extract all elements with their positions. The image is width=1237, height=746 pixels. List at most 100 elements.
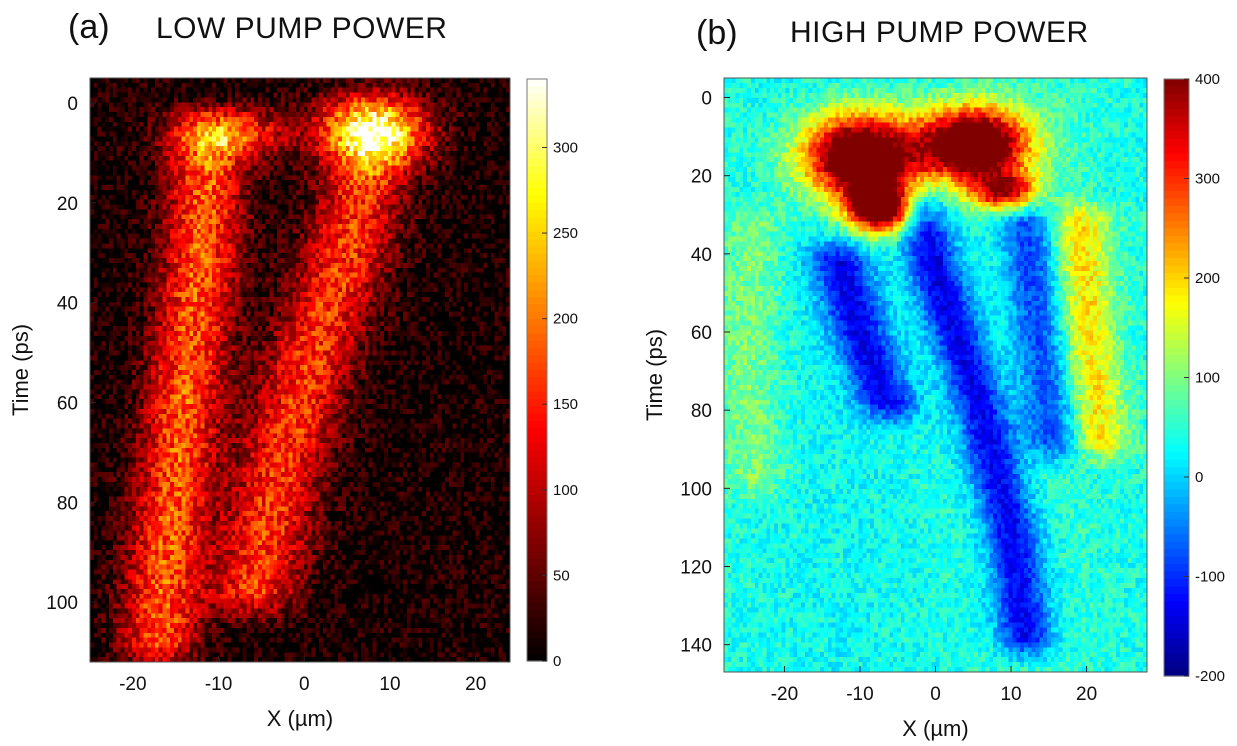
heatmap-image (724, 78, 1147, 672)
colorbar-segment (527, 108, 547, 116)
colorbar-tick-label: 100 (1195, 370, 1220, 387)
colorbar-segment (1164, 452, 1189, 461)
x-tick-label: -10 (846, 684, 873, 705)
colorbar-segment (1164, 496, 1189, 505)
colorbar-segment (1164, 616, 1189, 625)
colorbar-segment (1164, 362, 1189, 371)
colorbar-tick-label: 0 (553, 653, 561, 670)
y-tick-label: 20 (57, 194, 78, 215)
colorbar-segment (527, 515, 547, 524)
colorbar-segment (1164, 123, 1189, 132)
colorbar-segment (527, 624, 547, 633)
colorbar-segment (527, 246, 547, 255)
colorbar-segment (527, 370, 547, 378)
colorbar-segment (1164, 205, 1189, 214)
heatmap-image (90, 78, 510, 662)
x-tick-label: 10 (379, 674, 400, 695)
colorbar-segment (527, 326, 547, 335)
colorbar-segment (527, 224, 547, 233)
colorbar-segment (527, 137, 547, 146)
colorbar-segment (1164, 392, 1189, 401)
colorbar-segment (1164, 273, 1189, 282)
colorbar-tick-label: 50 (553, 567, 570, 584)
colorbar-segment (1164, 578, 1189, 588)
y-tick-label: 80 (691, 401, 712, 422)
colorbar-segment (527, 457, 547, 466)
colorbar-segment (1164, 228, 1189, 237)
y-tick-label: 100 (46, 593, 78, 614)
colorbar-segment (1164, 265, 1189, 274)
colorbar-segment (1164, 422, 1189, 431)
colorbar-segment (527, 115, 547, 124)
y-tick-label: 80 (57, 493, 78, 514)
colorbar-segment (1164, 176, 1189, 185)
y-tick-label: 0 (67, 94, 78, 115)
colorbar-segment (1164, 556, 1189, 565)
colorbar-segment (1164, 116, 1189, 125)
colorbar-segment (1164, 601, 1189, 610)
x-tick-label: 0 (299, 674, 310, 695)
x-tick-label: 0 (930, 684, 941, 705)
colorbar-segment (527, 144, 547, 153)
plot-frame (89, 77, 511, 663)
y-tick-label: 40 (57, 294, 78, 315)
colorbar-segment (527, 588, 547, 597)
colorbar-segment (527, 413, 547, 422)
colorbar-segment (1164, 243, 1189, 252)
colorbar-segment (1164, 355, 1189, 364)
colorbar-segment (1164, 384, 1189, 394)
colorbar-segment (1164, 571, 1189, 580)
colorbar-segment (527, 631, 547, 640)
colorbar-frame (526, 78, 548, 662)
colorbar-segment (1164, 146, 1189, 155)
colorbar-segment (527, 551, 547, 560)
colorbar-segment (1164, 153, 1189, 162)
colorbar-segment (1164, 586, 1189, 595)
colorbar-segment (1164, 593, 1189, 602)
colorbar-tick-label: -100 (1195, 569, 1225, 586)
colorbar-segment (527, 129, 547, 138)
y-axis-label: Time (ps) (642, 329, 667, 421)
colorbar-segment (527, 151, 547, 160)
colorbar-segment (527, 617, 547, 626)
colorbar-segment (527, 79, 547, 87)
colorbar-segment (1164, 310, 1189, 319)
colorbar-segment (1164, 608, 1189, 617)
y-tick-label: 60 (57, 393, 78, 414)
y-tick-label: 120 (680, 557, 712, 578)
colorbar-segment (527, 319, 547, 327)
colorbar-segment (1164, 86, 1189, 95)
colorbar-segment (527, 500, 547, 509)
colorbar-segment (1164, 444, 1189, 453)
y-tick-label: 60 (691, 323, 712, 344)
colorbar-tick-label: -200 (1195, 668, 1225, 685)
colorbar-segment (1164, 325, 1189, 334)
colorbar-segment (1164, 93, 1189, 102)
colorbar-segment (1164, 474, 1189, 483)
colorbar-segment (1164, 190, 1189, 199)
colorbar-segment (1164, 437, 1189, 446)
colorbar-segment (527, 289, 547, 298)
colorbar-segment (527, 580, 547, 589)
colorbar-tick-label: 300 (1195, 171, 1220, 188)
colorbar-segment (1164, 79, 1189, 88)
colorbar-segment (527, 391, 547, 400)
colorbar-segment (527, 217, 547, 226)
colorbar-segment (527, 93, 547, 102)
colorbar-segment (1164, 332, 1189, 341)
colorbar-segment (527, 275, 547, 284)
colorbar-segment (1164, 317, 1189, 326)
colorbar-segment (527, 399, 547, 407)
colorbar-segment (1164, 302, 1189, 311)
colorbar-segment (1164, 370, 1189, 379)
colorbar-segment (527, 493, 547, 502)
colorbar-segment (527, 297, 547, 306)
colorbar-segment (1164, 646, 1189, 655)
colorbar-segment (527, 639, 547, 648)
panel-a-title: LOW PUMP POWER (156, 12, 448, 45)
colorbar-segment (1164, 340, 1189, 349)
colorbar-segment (1164, 668, 1189, 677)
panel-b-title: HIGH PUMP POWER (790, 16, 1089, 49)
